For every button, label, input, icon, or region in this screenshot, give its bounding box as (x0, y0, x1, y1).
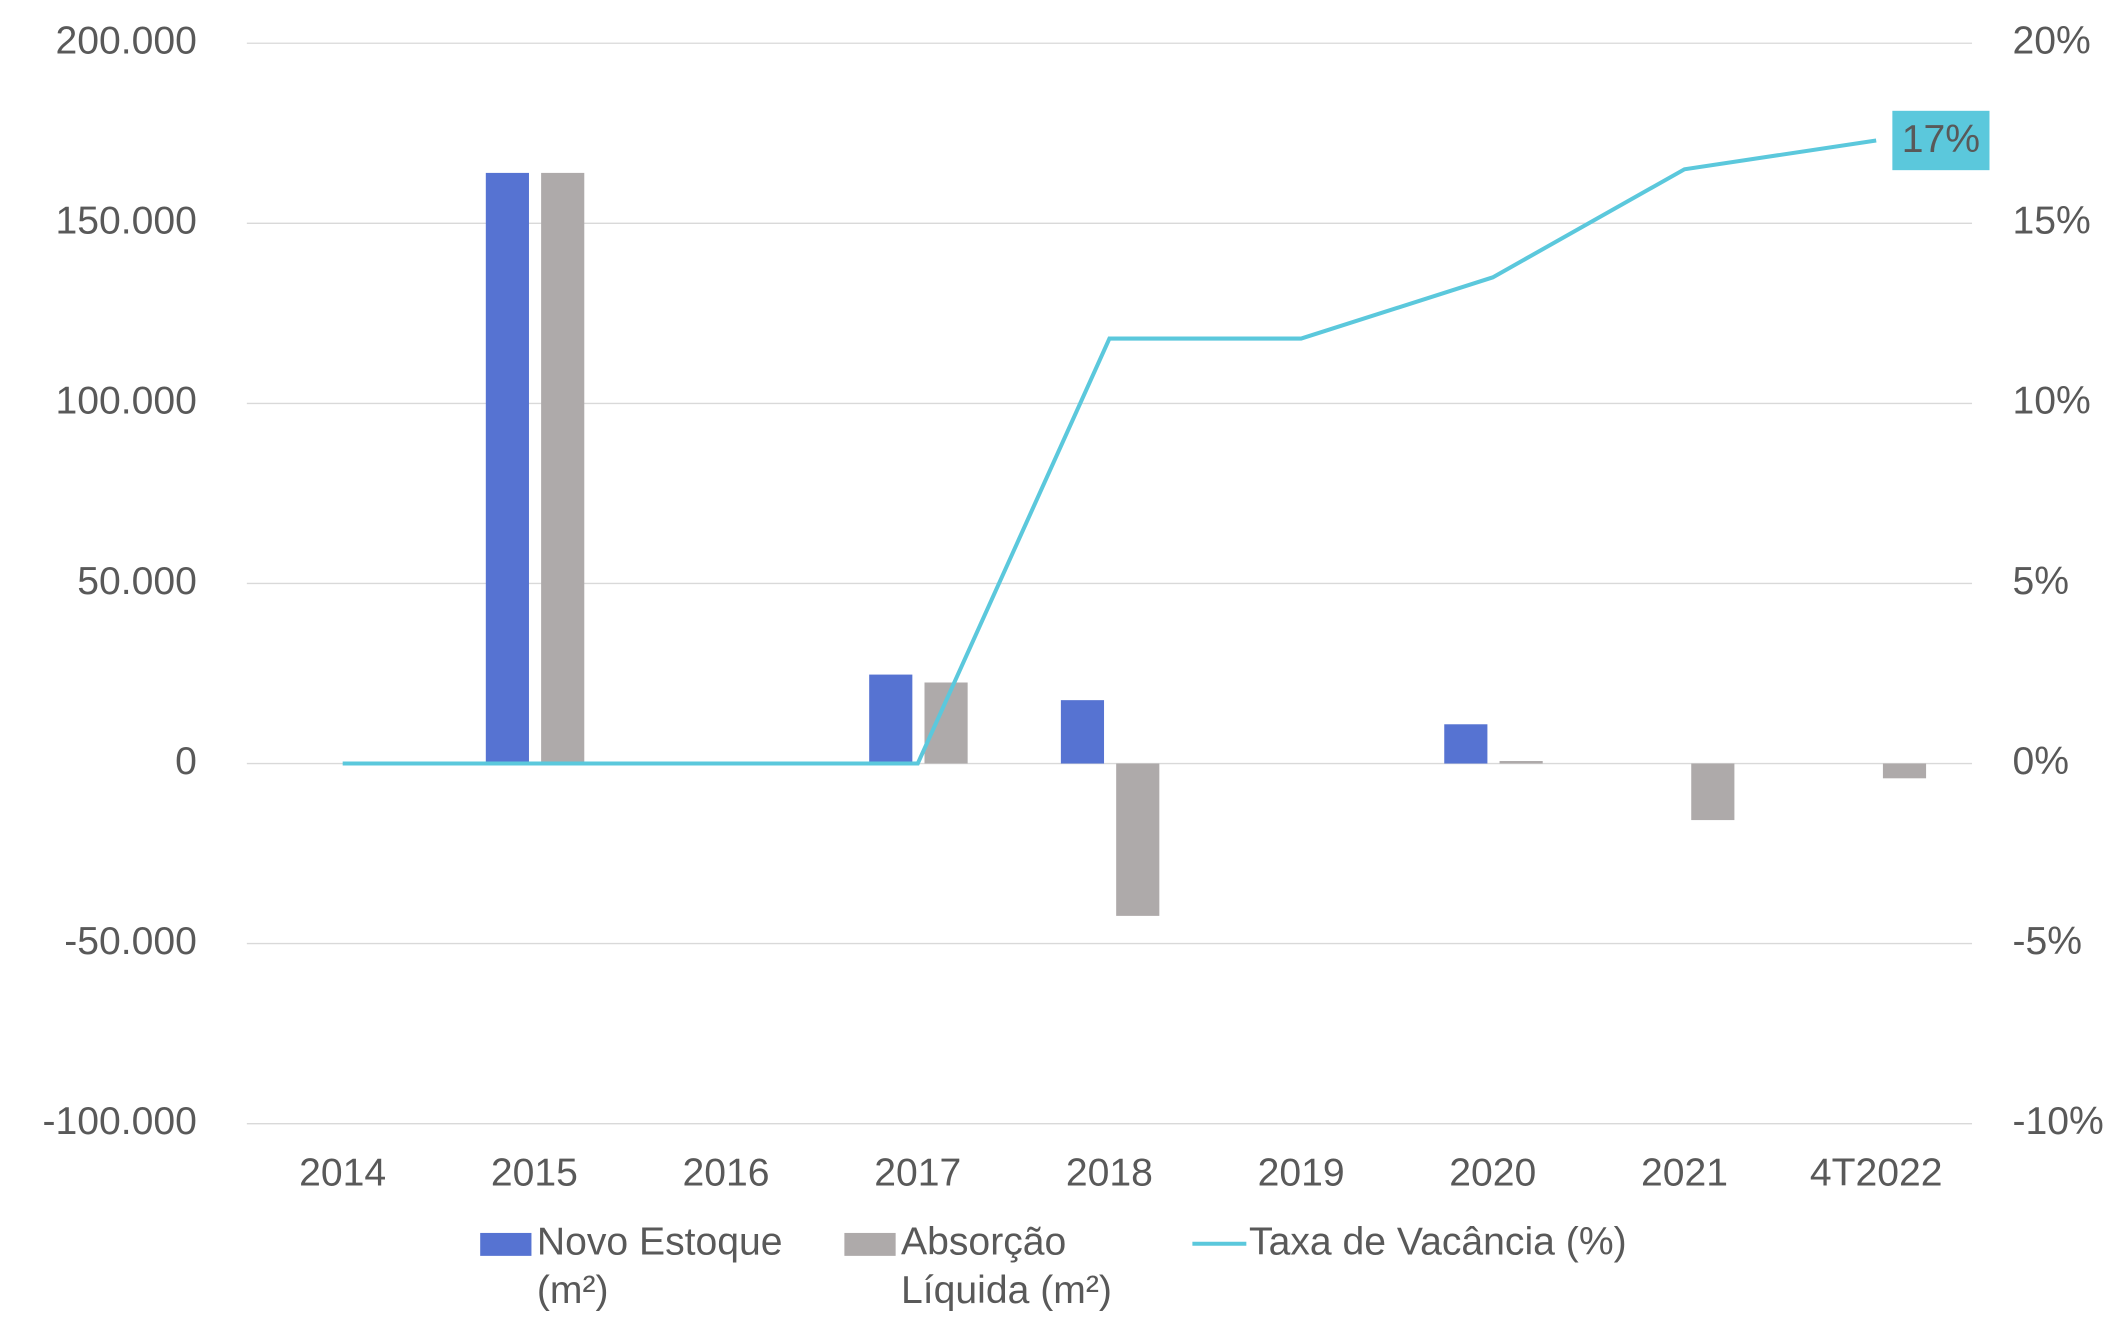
y-tick-label: 100.000 (56, 380, 197, 423)
legend-swatch (844, 1232, 896, 1256)
y2-tick-label: 0% (2012, 740, 2069, 783)
line (342, 138, 1877, 766)
bar (541, 172, 585, 764)
y-tick-label: 0 (175, 740, 197, 783)
y2-tick-label: 20% (2012, 20, 2090, 63)
x-tick-label: 2019 (1258, 1151, 1345, 1194)
bar (1116, 763, 1160, 916)
legend-label: Absorção Líquida (m²) (901, 1220, 1112, 1313)
y-tick-label: 50.000 (77, 560, 197, 603)
y-tick-label: -50.000 (64, 920, 197, 963)
y-tick-label: 200.000 (56, 20, 197, 63)
x-tick-label: 2021 (1641, 1151, 1728, 1194)
y2-tick-label: 15% (2012, 200, 2090, 243)
bar (1444, 724, 1488, 764)
bar (869, 674, 913, 764)
y2-tick-label: -10% (2012, 1100, 2103, 1143)
legend-label: Novo Estoque (m²) (536, 1220, 783, 1313)
legend-item: Novo Estoque (m²) (536, 1220, 783, 1313)
x-tick-label: 2014 (299, 1151, 386, 1194)
x-tick-label: 2018 (1066, 1151, 1153, 1194)
data-label-box (1892, 110, 1990, 171)
bar (924, 682, 968, 764)
legend-label: Taxa de Vacância (%) (1249, 1220, 1627, 1264)
y-tick-label: -100.000 (43, 1100, 197, 1143)
legend-item: Taxa de Vacância (%) (1249, 1220, 1627, 1264)
x-tick-label: 2020 (1449, 1151, 1536, 1194)
y-tick-label: 150.000 (56, 200, 197, 243)
y2-tick-label: 5% (2012, 560, 2069, 603)
x-tick-label: 4T2022 (1810, 1151, 1943, 1194)
y2-tick-label: -5% (2012, 920, 2082, 963)
x-tick-label: 2017 (874, 1151, 961, 1194)
bar (1499, 761, 1543, 764)
bar (485, 172, 529, 764)
bar (1691, 763, 1735, 821)
y2-tick-label: 10% (2012, 380, 2090, 423)
bar (1882, 763, 1927, 779)
x-tick-label: 2016 (683, 1151, 770, 1194)
legend-item: Absorção Líquida (m²) (901, 1220, 1112, 1313)
bar (1060, 700, 1105, 764)
legend-swatch (480, 1232, 532, 1256)
data-label: 17% (1902, 118, 1980, 161)
x-tick-label: 2015 (491, 1151, 578, 1194)
